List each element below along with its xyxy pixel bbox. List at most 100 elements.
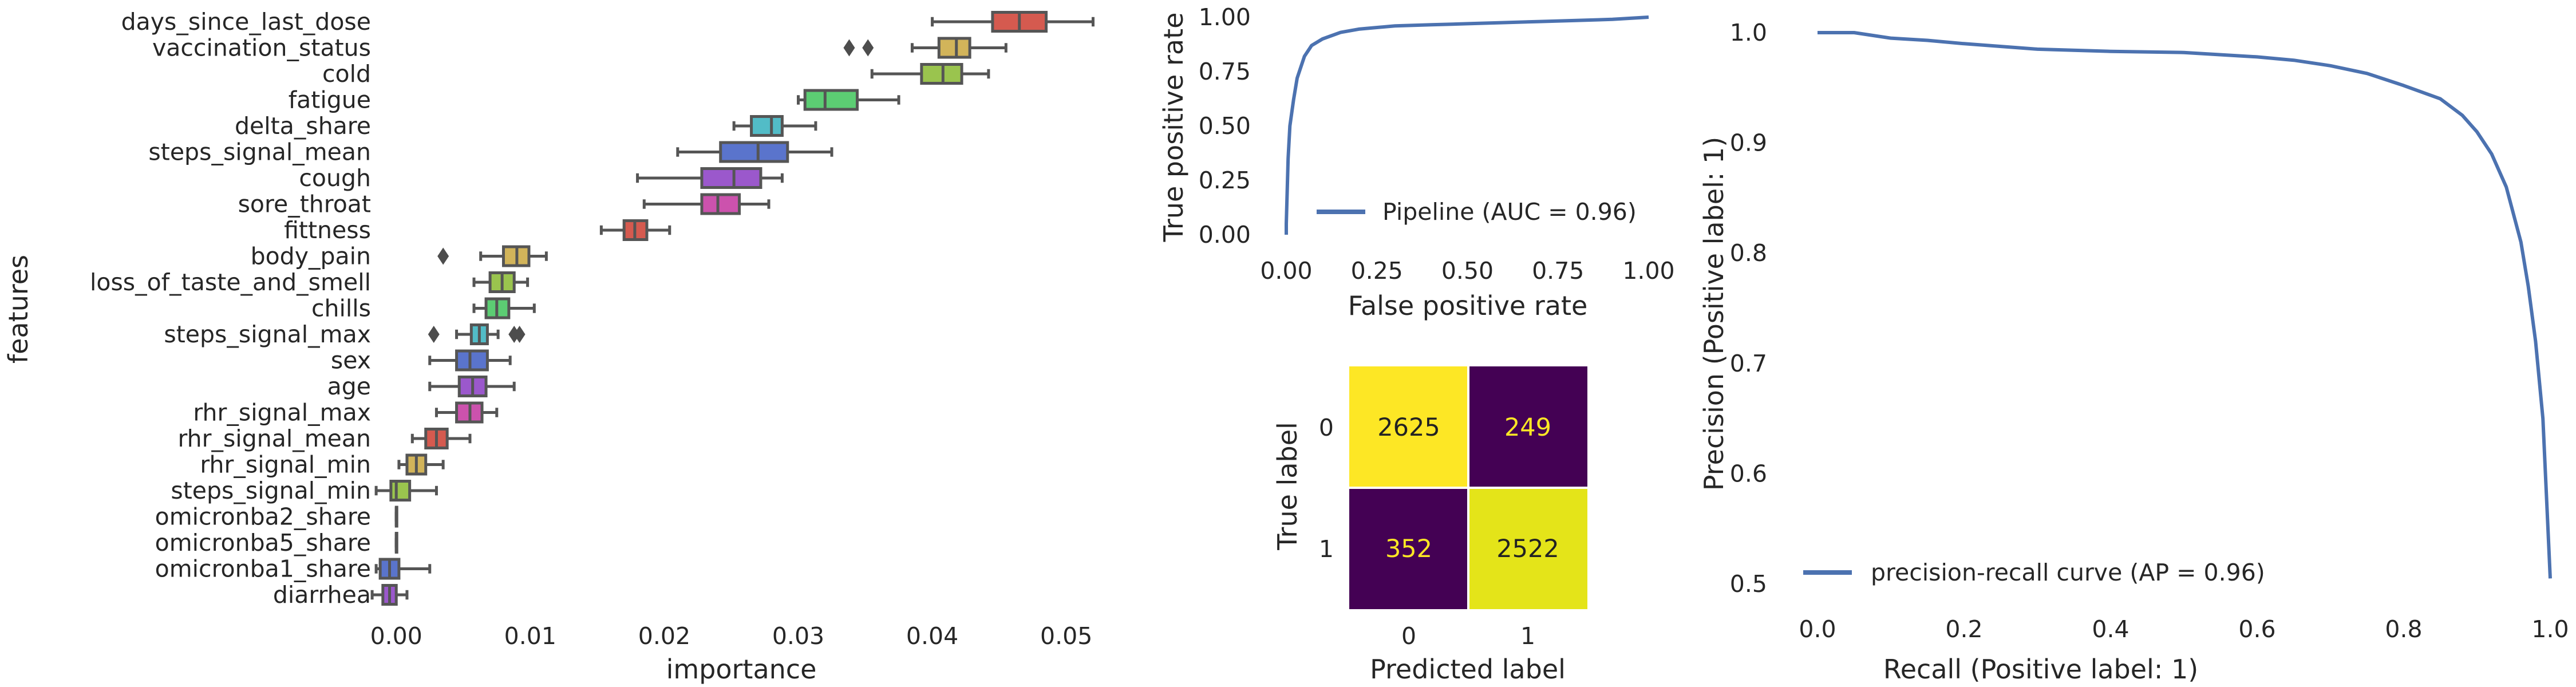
box-body	[700, 167, 762, 189]
feature-label: steps_signal_mean	[148, 139, 371, 166]
roc-y-tick-label: 0.50	[1199, 112, 1251, 140]
pr-y-tick-label: 0.7	[1730, 350, 1767, 377]
pr-x-tick-label: 0.2	[1945, 615, 1982, 643]
feature-label: omicronba2_share	[155, 503, 371, 531]
box-body	[700, 193, 741, 215]
box-rhr_signal_max	[434, 401, 499, 424]
box-steps_signal_max	[428, 323, 526, 345]
outlier-point	[437, 247, 449, 265]
feature-label: chills	[311, 295, 371, 322]
box-delta_share	[732, 115, 817, 137]
feature-label: omicronba5_share	[155, 529, 371, 556]
matrix-cell-value: 249	[1504, 413, 1551, 442]
pr-y-tick-label: 0.9	[1730, 129, 1767, 157]
feature-label: rhr_signal_mean	[177, 425, 371, 452]
feature-label: vaccination_status	[152, 34, 371, 62]
feature-label: age	[327, 373, 371, 400]
x-tick-label: 0.05	[1040, 622, 1092, 650]
matrix-cell	[1349, 488, 1468, 609]
box-body	[937, 37, 971, 59]
roc-curve-line	[1285, 15, 1649, 235]
confusion-y-tick-label: 1	[1319, 535, 1334, 563]
pr-x-tick-label: 1.0	[2531, 615, 2569, 643]
matrix-cell	[1468, 488, 1587, 609]
feature-label: cold	[322, 60, 371, 88]
roc-x-tick-label: 0.50	[1441, 257, 1494, 285]
box-chills	[472, 297, 536, 319]
confusion-matrix: 2625 249 352 2522 0 1 0 1 Predicted label True…	[1272, 366, 1587, 685]
roc-y-tick-label: 0.00	[1199, 221, 1251, 248]
x-tick-label: 0.00	[370, 622, 422, 650]
feature-label: omicronba1_share	[155, 555, 371, 583]
boxplot-x-axis-label: importance	[666, 654, 817, 685]
feature-label: diarrhea	[273, 581, 371, 609]
box-sex	[428, 349, 512, 372]
pr-x-tick-label: 0.8	[2385, 615, 2422, 643]
roc-y-tick-label: 1.00	[1199, 3, 1251, 31]
pr-legend: precision-recall curve (AP = 0.96)	[1803, 559, 2265, 586]
confusion-x-tick-label: 0	[1401, 622, 1416, 650]
matrix-cell-value: 2625	[1377, 413, 1440, 442]
confusion-y-axis-label: True label	[1272, 422, 1303, 551]
outlier-point	[513, 326, 526, 343]
box-age	[428, 376, 516, 397]
pr-x-tick-label: 0.0	[1799, 615, 1836, 643]
pr-y-axis-label: Precision (Positive label: 1)	[1698, 137, 1729, 491]
precision-recall-curve-line	[1818, 31, 2552, 579]
box-steps_signal_mean	[676, 141, 833, 163]
boxplot-y-axis-label: features	[3, 255, 34, 364]
outlier-point	[428, 326, 440, 343]
feature-label: rhr_signal_min	[200, 451, 371, 479]
roc-x-tick-label: 0.75	[1532, 257, 1584, 285]
roc-legend: Pipeline (AUC = 0.96)	[1317, 198, 1637, 226]
precision-recall-chart: 0.0 0.2 0.4 0.6 0.8 1.0 0.5 0.6 0.7 0.8 0.9 1.0 Rec…	[1698, 19, 2569, 685]
x-tick-label: 0.01	[504, 622, 556, 650]
pr-x-tick-label: 0.6	[2238, 615, 2275, 643]
box-rhr_signal_min	[397, 453, 445, 476]
pr-legend-label: precision-recall curve (AP = 0.96)	[1871, 559, 2265, 586]
box-body	[719, 141, 789, 163]
box-diarrhea	[370, 584, 409, 606]
roc-legend-label: Pipeline (AUC = 0.96)	[1382, 198, 1637, 226]
roc-y-axis-label: True positive rate	[1158, 13, 1189, 243]
box-cough	[636, 167, 784, 189]
feature-label: body_pain	[251, 243, 371, 270]
box-loss_of_taste_and_smell	[472, 271, 530, 293]
x-tick-label: 0.04	[906, 622, 958, 650]
matrix-cell	[1468, 366, 1587, 488]
feature-label: sex	[331, 347, 371, 374]
pr-x-axis-label: Recall (Positive label: 1)	[1883, 654, 2198, 685]
box-days_since_last_dose	[931, 11, 1095, 33]
x-tick-label: 0.02	[638, 622, 690, 650]
box-body	[803, 89, 859, 111]
box-fatigue	[796, 89, 900, 111]
box-body_pain	[437, 245, 548, 267]
pr-y-tick-label: 0.6	[1730, 460, 1767, 487]
feature-label: steps_signal_min	[171, 477, 371, 504]
pr-y-tick-label: 1.0	[1730, 19, 1767, 46]
box-omicronba1_share	[374, 558, 432, 580]
confusion-x-tick-label: 1	[1520, 622, 1535, 650]
confusion-x-axis-label: Predicted label	[1370, 654, 1566, 685]
box-body	[455, 349, 489, 372]
roc-y-tick-label: 0.75	[1199, 58, 1251, 85]
roc-x-tick-label: 0.25	[1351, 257, 1403, 285]
feature-label: rhr_signal_max	[193, 399, 371, 427]
feature-label: cough	[299, 164, 371, 192]
feature-label: sore_throat	[238, 191, 371, 218]
roc-curve-chart: 0.00 0.25 0.50 0.75 1.00 0.00 0.25 0.50 0.75 1.00…	[1158, 3, 1675, 321]
matrix-cell	[1349, 366, 1468, 488]
feature-label: fittness	[284, 216, 371, 244]
box-omicronba2_share	[394, 506, 398, 528]
roc-x-axis-label: False positive rate	[1348, 290, 1588, 321]
feature-label: days_since_last_dose	[121, 8, 371, 35]
box-steps_signal_min	[374, 480, 438, 502]
feature-label: delta_share	[235, 112, 371, 140]
box-rhr_signal_mean	[410, 428, 472, 449]
box-cold	[870, 63, 990, 85]
box-vaccination_status	[843, 37, 1008, 59]
outlier-point	[862, 39, 874, 57]
roc-x-tick-label: 0.00	[1260, 257, 1312, 285]
matrix-cell-value: 352	[1385, 535, 1432, 563]
